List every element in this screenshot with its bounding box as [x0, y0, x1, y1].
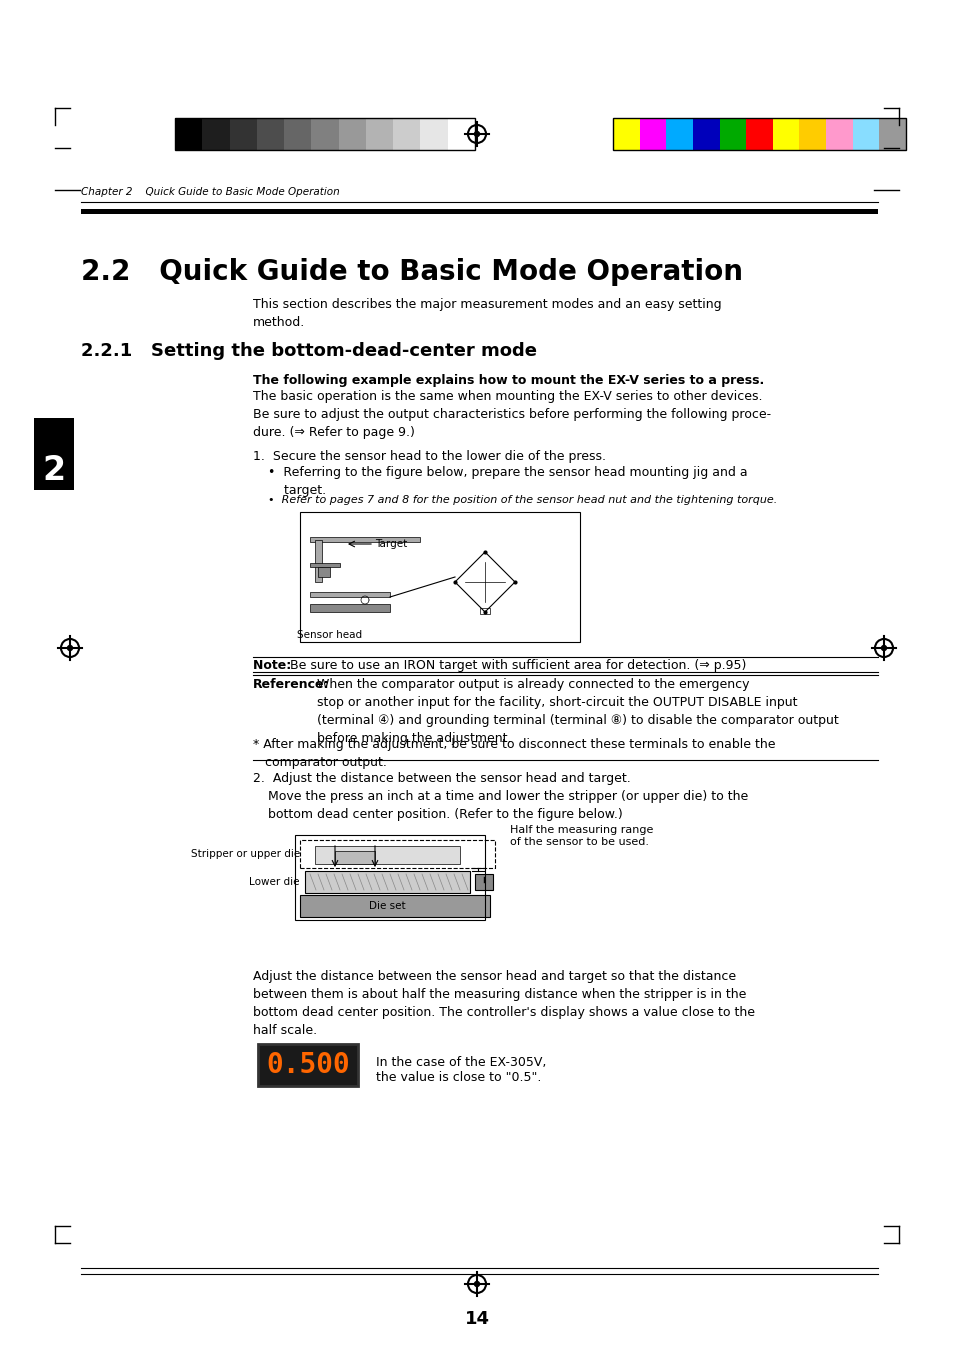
Text: Lower die: Lower die [250, 877, 299, 888]
Text: •  Refer to pages 7 and 8 for the position of the sensor head nut and the tighte: • Refer to pages 7 and 8 for the positio… [268, 494, 777, 505]
Bar [447, 118, 475, 150]
Bar [311, 118, 338, 150]
Text: Note:: Note: [253, 659, 295, 671]
Bar [639, 118, 665, 150]
Bar [299, 894, 490, 917]
Text: The basic operation is the same when mounting the EX-V series to other devices.
: The basic operation is the same when mou… [253, 390, 770, 439]
Bar [338, 118, 366, 150]
Text: Die set: Die set [368, 901, 405, 911]
Bar [256, 118, 284, 150]
Text: Stripper or upper die: Stripper or upper die [191, 848, 299, 859]
Text: Chapter 2    Quick Guide to Basic Mode Operation: Chapter 2 Quick Guide to Basic Mode Oper… [81, 186, 339, 197]
Bar [202, 118, 230, 150]
Text: Adjust the distance between the sensor head and target so that the distance
betw: Adjust the distance between the sensor h… [253, 970, 754, 1038]
Bar [366, 118, 393, 150]
Bar [317, 567, 330, 577]
Text: Half the measuring range
of the sensor to be used.: Half the measuring range of the sensor t… [510, 825, 653, 847]
Text: 2.2   Quick Guide to Basic Mode Operation: 2.2 Quick Guide to Basic Mode Operation [81, 258, 742, 286]
Text: 2.2.1   Setting the bottom-dead-center mode: 2.2.1 Setting the bottom-dead-center mod… [81, 342, 537, 359]
Text: Move the press an inch at a time and lower the stripper (or upper die) to the
bo: Move the press an inch at a time and low… [268, 790, 747, 821]
Bar [613, 118, 905, 150]
Bar [305, 871, 470, 893]
Bar [299, 512, 579, 642]
Bar [665, 118, 692, 150]
Text: * After making the adjustment, be sure to disconnect these terminals to enable t: * After making the adjustment, be sure t… [253, 738, 775, 769]
Text: 14: 14 [464, 1310, 489, 1328]
Bar [310, 536, 419, 542]
Bar [420, 118, 447, 150]
Text: Target: Target [375, 539, 407, 549]
Bar [825, 118, 852, 150]
Bar [294, 835, 484, 920]
Bar [310, 563, 339, 567]
Circle shape [68, 646, 72, 650]
Text: In the case of the EX-305V,
the value is close to "0.5".: In the case of the EX-305V, the value is… [375, 1056, 546, 1084]
Bar [314, 540, 322, 582]
Text: This section describes the major measurement modes and an easy setting
method.: This section describes the major measure… [253, 299, 720, 330]
Bar [34, 417, 74, 490]
Bar [772, 118, 799, 150]
Bar [174, 118, 475, 150]
Bar [852, 118, 879, 150]
Bar [284, 118, 311, 150]
Text: 1.  Secure the sensor head to the lower die of the press.: 1. Secure the sensor head to the lower d… [253, 450, 605, 463]
Bar [257, 1044, 357, 1086]
Bar [230, 118, 256, 150]
Text: The following example explains how to mount the EX-V series to a press.: The following example explains how to mo… [253, 374, 763, 386]
Bar [745, 118, 772, 150]
Bar [719, 118, 745, 150]
Bar [879, 118, 905, 150]
Text: Be sure to use an IRON target with sufficient area for detection. (⇒ p.95): Be sure to use an IRON target with suffi… [290, 659, 745, 671]
Bar [393, 118, 420, 150]
Bar [692, 118, 719, 150]
Text: Reference:: Reference: [253, 678, 329, 690]
Text: When the comparator output is already connected to the emergency
stop or another: When the comparator output is already co… [316, 678, 838, 744]
Bar [475, 874, 493, 890]
Circle shape [474, 1282, 479, 1286]
Circle shape [474, 131, 479, 136]
Text: Sensor head: Sensor head [297, 630, 362, 640]
Bar [310, 592, 390, 597]
Bar [479, 608, 490, 613]
Text: 0.500: 0.500 [266, 1051, 350, 1079]
Bar [335, 851, 375, 865]
Bar [613, 118, 639, 150]
Circle shape [881, 646, 885, 650]
Bar [314, 846, 459, 865]
Text: •  Referring to the figure below, prepare the sensor head mounting jig and a
   : • Referring to the figure below, prepare… [268, 466, 746, 497]
Bar [310, 604, 390, 612]
Bar [799, 118, 825, 150]
Bar [174, 118, 202, 150]
Text: 2: 2 [43, 454, 66, 486]
Bar [81, 209, 877, 213]
Text: 2.  Adjust the distance between the sensor head and target.: 2. Adjust the distance between the senso… [253, 771, 630, 785]
Bar [299, 840, 495, 867]
